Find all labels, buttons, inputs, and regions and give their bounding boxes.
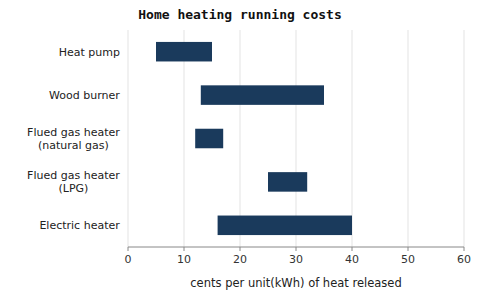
x-axis-label: cents per unit(kWh) of heat released bbox=[190, 276, 401, 290]
category-label: Heat pump bbox=[59, 46, 120, 59]
tick-label: 60 bbox=[457, 253, 471, 266]
bar bbox=[156, 42, 212, 62]
y-axis: Electric heater Flued gas heater(LPG) Flue… bbox=[27, 46, 120, 233]
grid bbox=[128, 30, 464, 247]
tick-label: 50 bbox=[401, 253, 415, 266]
tick-mark bbox=[128, 247, 129, 251]
grid-line bbox=[296, 30, 297, 247]
bar bbox=[195, 129, 223, 149]
bars bbox=[156, 42, 352, 235]
title: Home heating running costs bbox=[138, 7, 342, 22]
grid-line bbox=[464, 30, 465, 247]
tick-mark bbox=[184, 247, 185, 251]
tick-mark bbox=[464, 247, 465, 251]
grid-line bbox=[128, 30, 129, 247]
chart-container: 0 10 20 30 40 50 60 cents per unit(kWh) of heat… bbox=[0, 0, 480, 299]
grid-line bbox=[240, 30, 241, 247]
tick-label: 30 bbox=[289, 253, 303, 266]
grid-line bbox=[352, 30, 353, 247]
grid-line bbox=[408, 30, 409, 247]
bar bbox=[201, 85, 324, 105]
bar bbox=[268, 172, 307, 192]
category-label: Flued gas heater(LPG) bbox=[27, 169, 120, 195]
tick-label: 0 bbox=[125, 253, 132, 266]
chart: 0 10 20 30 40 50 60 cents per unit(kWh) of heat… bbox=[0, 0, 480, 299]
tick-mark bbox=[240, 247, 241, 251]
tick-mark bbox=[352, 247, 353, 251]
tick-label: 10 bbox=[177, 253, 191, 266]
category-label: Flued gas heater(natural gas) bbox=[27, 126, 120, 152]
category-label: Electric heater bbox=[39, 219, 120, 232]
tick-label: 20 bbox=[233, 253, 247, 266]
tick-label: 40 bbox=[345, 253, 359, 266]
grid-line bbox=[184, 30, 185, 247]
category-label: Wood burner bbox=[49, 89, 120, 102]
bar bbox=[218, 216, 352, 236]
tick-mark bbox=[408, 247, 409, 251]
x-axis: 0 10 20 30 40 50 60 bbox=[125, 247, 472, 266]
tick-mark bbox=[296, 247, 297, 251]
